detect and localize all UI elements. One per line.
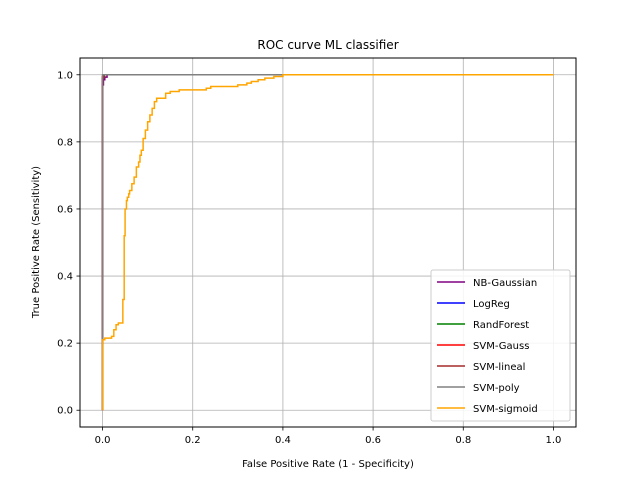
y-axis-label: True Positive Rate (Sensitivity)	[31, 166, 42, 319]
legend-label-logreg: LogReg	[473, 299, 510, 310]
y-tick-label: 0.4	[57, 272, 73, 283]
legend-label-svm-gauss: SVM-Gauss	[473, 341, 529, 352]
y-tick-label: 0.8	[57, 137, 73, 148]
chart-title: ROC curve ML classifier	[257, 38, 398, 52]
x-tick-label: 0.2	[185, 435, 201, 446]
x-tick-label: 1.0	[546, 435, 562, 446]
x-axis-label: False Positive Rate (1 - Specificity)	[242, 459, 414, 470]
legend: NB-Gaussian LogReg RandForest SVM-Gauss SVM-…	[430, 269, 571, 422]
series-line-svm-sigmoid	[101, 74, 554, 411]
legend-label-nb-gaussian: NB-Gaussian	[473, 278, 537, 289]
legend-label-randforest: RandForest	[473, 320, 529, 331]
legend-label-svm-poly: SVM-poly	[473, 383, 520, 394]
legend-label-svm-lineal: SVM-lineal	[473, 362, 525, 373]
x-tick-label: 0.0	[95, 435, 111, 446]
legend-label-svm-sigmoid: SVM-sigmoid	[473, 404, 538, 415]
plot-frame	[79, 57, 577, 428]
x-tick-label: 0.4	[275, 435, 291, 446]
tick-layer: 0.0 0.2 0.4 0.6 0.8 1.0 0.0 0.2 0.4 0.6 0.8 1.0	[57, 70, 561, 446]
x-tick-label: 0.8	[455, 435, 471, 446]
grid-layer	[80, 58, 576, 427]
y-tick-label: 1.0	[57, 70, 73, 81]
legend-box	[430, 269, 571, 422]
x-tick-label: 0.6	[365, 435, 381, 446]
y-tick-label: 0.2	[57, 339, 73, 350]
y-tick-label: 0.6	[57, 204, 73, 215]
y-tick-label: 0.0	[57, 406, 73, 417]
series-layer	[101, 74, 554, 411]
